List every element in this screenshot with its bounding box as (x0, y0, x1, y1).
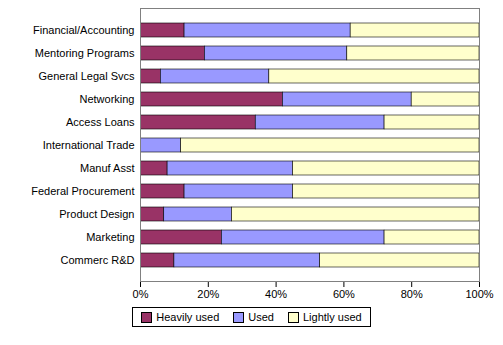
svg-text:40%: 40% (265, 288, 287, 300)
svg-text:Commerc R&D: Commerc R&D (61, 254, 135, 266)
svg-text:80%: 80% (401, 288, 423, 300)
svg-text:Financial/Accounting: Financial/Accounting (33, 24, 135, 36)
svg-text:Manuf Asst: Manuf Asst (80, 162, 134, 174)
svg-text:100%: 100% (465, 288, 493, 300)
svg-text:Networking: Networking (79, 93, 134, 105)
svg-text:Access Loans: Access Loans (66, 116, 135, 128)
svg-text:20%: 20% (197, 288, 219, 300)
svg-text:International Trade: International Trade (43, 139, 135, 151)
svg-text:60%: 60% (333, 288, 355, 300)
svg-text:0%: 0% (133, 288, 149, 300)
svg-text:Marketing: Marketing (86, 231, 134, 243)
svg-text:Product Design: Product Design (59, 208, 134, 220)
html-text:Lightly used: Lightly used (303, 311, 362, 323)
html-text:Used: Used (248, 311, 274, 323)
html-text:Heavily used: Heavily used (156, 311, 220, 323)
svg-text:Mentoring Programs: Mentoring Programs (35, 47, 135, 59)
svg-text:Federal Procurement: Federal Procurement (31, 185, 134, 197)
svg-text:General Legal Svcs: General Legal Svcs (39, 70, 135, 82)
